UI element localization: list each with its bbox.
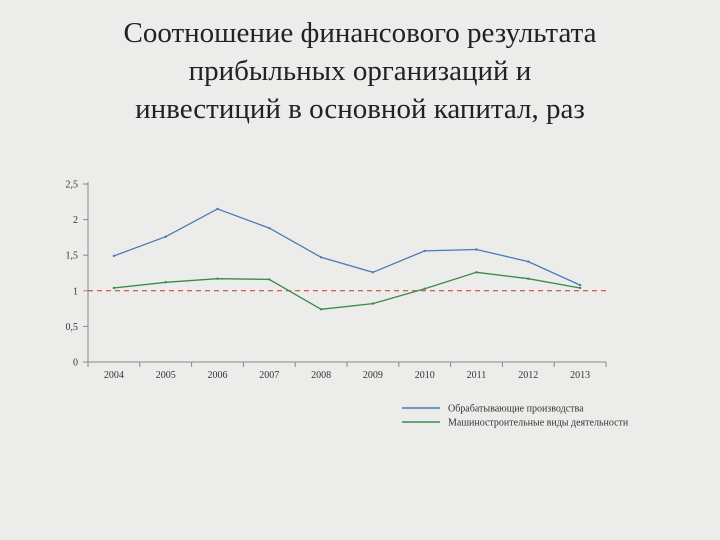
y-tick-label: 1,5 (66, 251, 79, 262)
series-1-point (164, 235, 167, 238)
series-2-point (578, 286, 582, 290)
series-1-point (319, 256, 323, 259)
y-tick-label: 0,5 (66, 322, 79, 333)
series-1-point (268, 226, 271, 230)
series-line-1 (113, 208, 581, 286)
series-1-point (112, 254, 116, 258)
x-tick-label: 2009 (363, 370, 383, 381)
title-line-2: прибыльных организаций и (188, 55, 532, 87)
y-tick-label: 2 (73, 215, 78, 226)
series-2-point (319, 308, 323, 311)
legend-label-2: Машиностроительные виды деятельности (448, 418, 629, 429)
x-tick-label: 2005 (156, 370, 176, 381)
x-tick-label: 2008 (311, 370, 331, 381)
series-2-point (371, 302, 375, 305)
series-2-point (527, 277, 530, 280)
series-2-point (423, 287, 426, 290)
series-1-point (578, 283, 582, 287)
y-tick-label: 2,5 (66, 180, 79, 191)
x-tick-label: 2006 (208, 370, 228, 381)
series-2-point (268, 278, 271, 281)
series-2-point (164, 281, 167, 284)
series-line-2 (113, 271, 581, 310)
x-tick-label: 2013 (570, 370, 590, 381)
x-tick-label: 2012 (518, 370, 538, 381)
x-tick-label: 2004 (104, 370, 124, 381)
title-line-1: Соотношение финансового результата (123, 17, 597, 49)
series-1-point (216, 207, 219, 211)
series-1-point (423, 249, 426, 253)
legend-label-1: Обрабатывающие производства (448, 404, 584, 415)
x-tick-label: 2007 (259, 370, 279, 381)
series-1-point (371, 271, 375, 274)
series-2-point (475, 271, 478, 274)
series-1-point (527, 260, 530, 263)
series-2-point (216, 277, 219, 280)
title-line-3: инвестиций в основной капитал, раз (135, 93, 585, 125)
series-2-point (112, 286, 116, 290)
series-1-point (475, 248, 478, 251)
x-tick-label: 2010 (415, 370, 435, 381)
y-tick-label: 1 (73, 286, 78, 297)
x-tick-label: 2011 (467, 370, 487, 381)
slide-title: Соотношение финансового результата прибы… (30, 14, 690, 128)
y-tick-label: 0 (73, 358, 78, 369)
